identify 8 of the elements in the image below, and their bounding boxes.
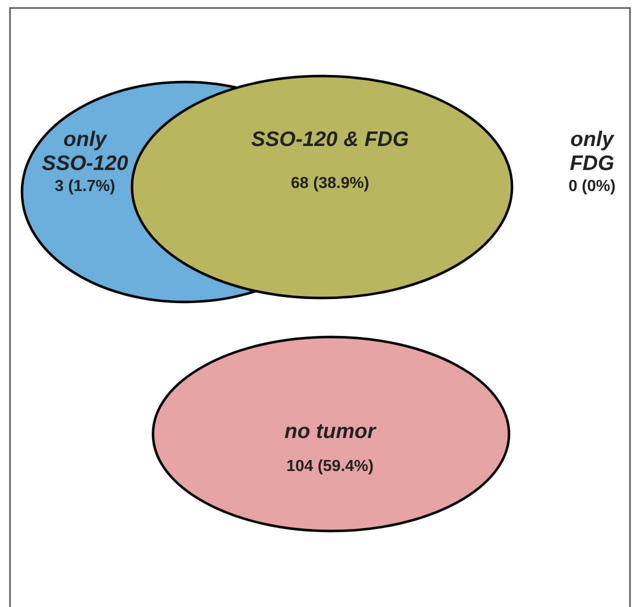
- data-label: 68 (38.9%): [290, 175, 370, 192]
- data-label: 0 (0%): [568, 178, 616, 195]
- data-label: 3 (1.7%): [54, 178, 116, 195]
- category-label: no tumor: [284, 420, 378, 443]
- category-label: only FDG: [570, 128, 615, 175]
- category-label: only SSO-120: [42, 128, 129, 175]
- category-label: SSO-120 & FDG: [251, 128, 409, 151]
- data-label: 104 (59.4%): [286, 458, 374, 475]
